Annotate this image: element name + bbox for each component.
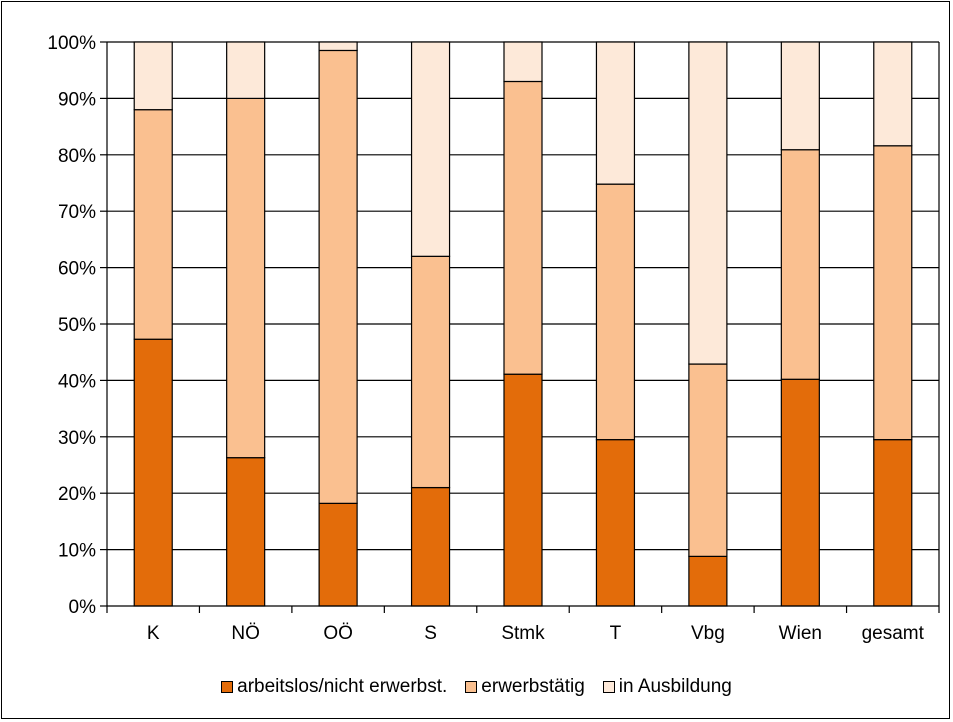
y-tick-label: 30% — [58, 428, 96, 449]
bar-segment — [410, 41, 451, 257]
bar-segment — [873, 145, 913, 441]
y-tick-label: 100% — [47, 33, 96, 54]
bar-segment — [410, 486, 451, 607]
bar-segment — [226, 97, 266, 459]
x-tick-label: Stmk — [501, 623, 545, 644]
bar-segment — [595, 183, 636, 441]
bar-segment — [318, 41, 358, 52]
legend-swatch-arbeitslos — [221, 681, 234, 693]
bar-segment — [780, 378, 820, 607]
legend-swatch-erwerbstaetig — [465, 681, 478, 693]
bar-segment — [410, 255, 451, 489]
legend-label-ausbildung: in Ausbildung — [618, 676, 732, 697]
bar-segment — [133, 41, 173, 111]
y-tick-label: 90% — [58, 89, 96, 110]
y-tick-label: 60% — [58, 259, 96, 280]
y-tick-label: 50% — [58, 315, 96, 336]
bar-segment — [503, 373, 543, 607]
bar-segment — [780, 41, 820, 151]
y-tick-label: 70% — [58, 202, 96, 223]
x-tick-label: OÖ — [323, 623, 353, 644]
y-tick-label: 10% — [58, 541, 96, 562]
legend-label-erwerbstaetig: erwerbstätig — [481, 676, 585, 697]
bar-segment — [318, 502, 358, 607]
bar-segment — [595, 439, 636, 607]
x-tick-label: Vbg — [691, 623, 725, 644]
bar-segment — [873, 439, 913, 607]
x-tick-label: S — [424, 623, 437, 644]
bar-segment — [688, 41, 728, 365]
bar-segment — [226, 41, 266, 100]
bar-segment — [873, 41, 913, 147]
x-tick-label: NÖ — [231, 623, 260, 644]
bar-segment — [780, 149, 820, 380]
x-tick-label: Wien — [779, 623, 822, 644]
bar-segment — [226, 457, 266, 607]
legend: arbeitslos/nicht erwerbst. erwerbstätig … — [0, 676, 953, 698]
x-tick-label: gesamt — [862, 623, 925, 644]
bar-segment — [133, 338, 173, 607]
bar-segment — [503, 80, 543, 375]
bar-segment — [503, 41, 543, 83]
legend-item-erwerbstaetig: erwerbstätig — [465, 676, 585, 698]
bar-segment — [318, 49, 358, 504]
y-tick-labels: 0% 10% 20% 30% 40% 50% 60% 70% 80% 90% 100% — [47, 33, 96, 618]
bar-segment — [595, 41, 636, 185]
y-tick-label: 0% — [69, 597, 97, 618]
bar-segment — [688, 555, 728, 607]
x-tick-label: T — [610, 623, 622, 644]
y-tick-label: 20% — [58, 484, 96, 505]
legend-label-arbeitslos: arbeitslos/nicht erwerbst. — [237, 676, 448, 697]
x-tick-labels: K NÖ OÖ S Stmk T Vbg Wien gesamt — [147, 623, 925, 644]
bar-segment — [688, 363, 728, 557]
legend-item-arbeitslos: arbeitslos/nicht erwerbst. — [221, 676, 447, 698]
y-tick-label: 80% — [58, 146, 96, 167]
x-tick-label: K — [147, 623, 160, 644]
bar-segment — [133, 109, 173, 340]
bars — [133, 41, 913, 607]
legend-swatch-ausbildung — [602, 681, 615, 693]
legend-item-ausbildung: in Ausbildung — [602, 676, 732, 698]
y-tick-label: 40% — [58, 371, 96, 392]
axes — [100, 41, 940, 613]
